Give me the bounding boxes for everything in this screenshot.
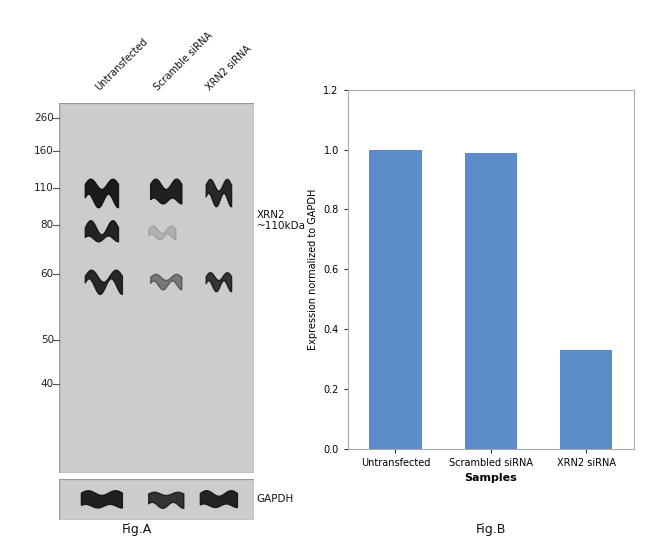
FancyBboxPatch shape <box>58 479 254 520</box>
Text: XRN2 siRNA: XRN2 siRNA <box>204 44 253 92</box>
FancyBboxPatch shape <box>58 103 254 473</box>
Text: 80: 80 <box>41 220 54 231</box>
Text: 40: 40 <box>41 380 54 390</box>
Bar <box>560 350 612 449</box>
Text: 160: 160 <box>34 146 54 157</box>
Bar <box>369 150 422 449</box>
Text: Untransfected: Untransfected <box>94 36 150 92</box>
Text: Fig.A: Fig.A <box>122 523 151 536</box>
X-axis label: Samples: Samples <box>464 473 517 484</box>
Text: 260: 260 <box>34 113 54 123</box>
Text: XRN2
~110kDa: XRN2 ~110kDa <box>257 209 306 231</box>
Bar <box>465 152 517 449</box>
Text: GAPDH: GAPDH <box>257 494 294 504</box>
Text: Fig.B: Fig.B <box>476 523 506 536</box>
Y-axis label: Expression normalized to GAPDH: Expression normalized to GAPDH <box>308 189 318 350</box>
Text: 110: 110 <box>34 183 54 194</box>
Text: 60: 60 <box>41 269 54 279</box>
Text: Scramble siRNA: Scramble siRNA <box>152 30 215 92</box>
Text: 50: 50 <box>41 335 54 345</box>
